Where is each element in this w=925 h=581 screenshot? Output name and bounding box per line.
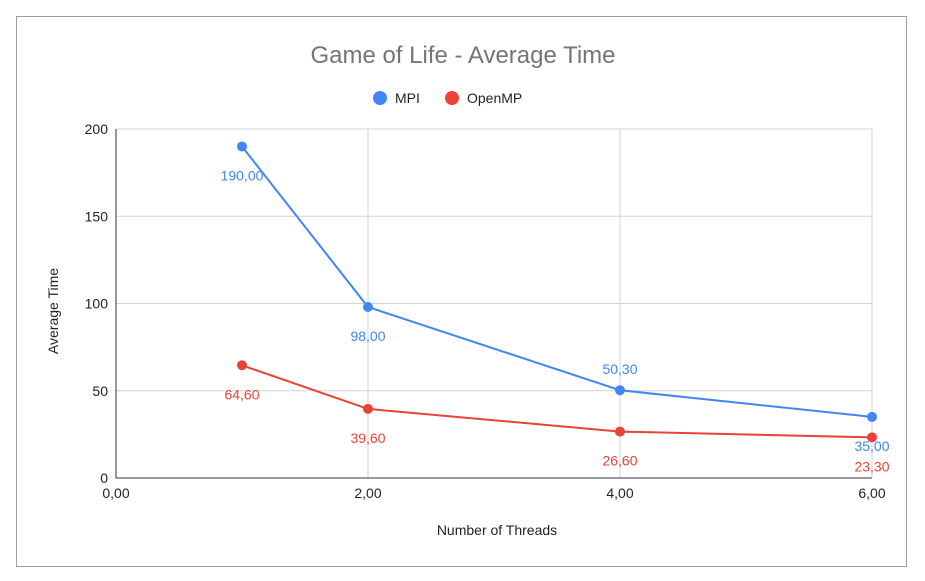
y-tick-label: 50	[92, 383, 108, 399]
data-label-openmp: 23,30	[854, 458, 889, 474]
data-label-openmp: 64,60	[224, 386, 259, 402]
data-label-mpi: 35,00	[854, 438, 889, 454]
series-line-mpi	[241, 145, 873, 418]
series-line-openmp	[241, 364, 873, 439]
chart-title: Game of Life - Average Time	[310, 42, 615, 69]
x-tick-label: 6,00	[858, 485, 885, 501]
y-tick-label: 150	[85, 208, 109, 224]
data-label-mpi: 190,00	[221, 167, 264, 183]
data-point-mpi	[363, 301, 373, 312]
data-point-openmp	[363, 403, 373, 414]
data-label-openmp: 26,60	[602, 453, 637, 469]
data-label-mpi: 50,30	[602, 361, 637, 377]
x-axis-label: Number of Threads	[437, 522, 557, 538]
series-group: 190,00 98,00 50,30 35,00 64,60 39,60 26,60 23,3…	[221, 141, 890, 474]
axes: 0 50 100 150 200 0,00 2,00 4,00 6,00	[85, 121, 886, 501]
x-tick-label: 0,00	[102, 485, 129, 501]
x-tick-label: 2,00	[354, 485, 381, 501]
data-point-mpi	[615, 385, 625, 396]
data-point-openmp	[615, 426, 625, 437]
legend-marker-openmp	[445, 91, 459, 105]
x-tick-label: 4,00	[606, 485, 633, 501]
series-openmp: 64,60 39,60 26,60 23,30	[224, 360, 890, 474]
series-mpi: 190,00 98,00 50,30 35,00	[221, 141, 890, 454]
y-tick-label: 100	[85, 296, 109, 312]
data-point-mpi	[237, 141, 247, 152]
chart-frame	[16, 16, 907, 567]
data-label-openmp: 39,60	[350, 430, 385, 446]
legend: MPI OpenMP	[373, 90, 522, 106]
data-label-mpi: 98,00	[350, 328, 385, 344]
legend-marker-mpi	[373, 91, 387, 105]
legend-label-openmp: OpenMP	[467, 90, 522, 106]
y-axis-label: Average Time	[45, 268, 61, 354]
data-point-mpi	[867, 411, 877, 422]
legend-label-mpi: MPI	[395, 90, 420, 106]
y-tick-label: 200	[85, 121, 109, 137]
y-tick-label: 0	[100, 470, 108, 486]
data-point-openmp	[237, 360, 247, 371]
data-point-openmp	[867, 432, 877, 443]
